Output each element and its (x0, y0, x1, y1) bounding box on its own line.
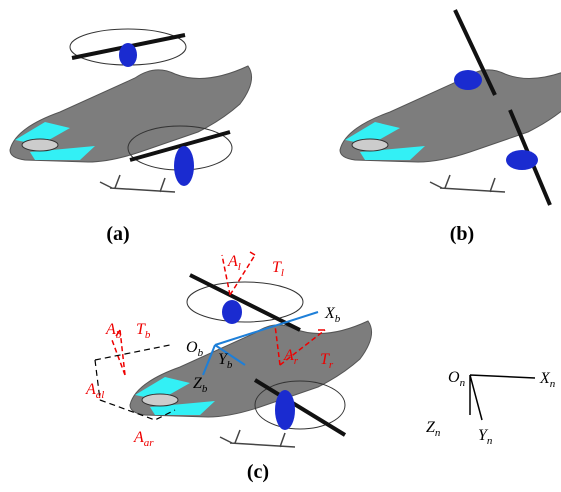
subscript: al (96, 389, 105, 401)
subscript: n (435, 427, 441, 439)
subscript: r (294, 355, 299, 367)
symbol: A (283, 347, 294, 364)
symbol-label: Ab (105, 321, 122, 341)
symbol: A (133, 429, 144, 446)
symbol: A (85, 381, 96, 398)
symbol-label: Tb (136, 321, 151, 341)
figure: (a)(b)(c)AlTlXbObYbZbArTrAbTbAalAarOnXnZ… (0, 0, 561, 492)
subscript: b (145, 329, 151, 341)
subscript: n (550, 378, 556, 390)
subscript: n (460, 377, 466, 389)
symbol: O (448, 369, 460, 386)
subscript: ar (144, 437, 155, 449)
panel-label: (b) (450, 223, 474, 245)
symbol-label: Al (227, 253, 241, 273)
symbol: A (227, 253, 238, 270)
subscript: n (487, 435, 493, 447)
symbol-label: Xn (539, 370, 556, 390)
symbol-label: On (448, 369, 466, 389)
subscript: r (329, 359, 334, 371)
symbol-label: Ob (186, 339, 204, 359)
symbol-label: Zn (426, 419, 441, 439)
symbol: O (186, 339, 198, 356)
symbol-label: Xb (324, 305, 341, 325)
subscript: b (116, 329, 122, 341)
panel-label: (a) (106, 223, 129, 245)
symbol-label: Aar (133, 429, 154, 449)
subscript: b (227, 359, 233, 371)
subscript: b (335, 313, 341, 325)
panel-label: (c) (247, 461, 269, 483)
symbol-label: Tl (272, 259, 284, 279)
symbol: A (105, 321, 116, 338)
subscript: b (198, 347, 204, 359)
subscript: b (202, 383, 208, 395)
symbol-label: Yn (478, 427, 493, 447)
symbol-label: Aal (85, 381, 104, 401)
subscript: l (281, 267, 284, 279)
subscript: l (238, 261, 241, 273)
